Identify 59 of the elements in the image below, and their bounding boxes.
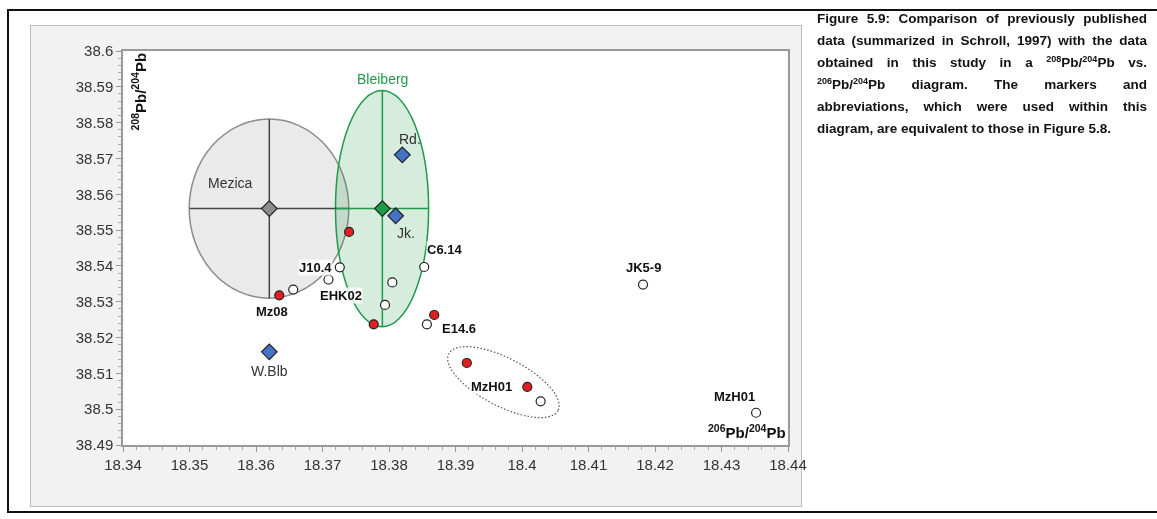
point	[323, 274, 334, 285]
x-tick-label: 18.37	[303, 455, 342, 473]
annotation: Mz08	[256, 304, 288, 319]
annotation: MzH01	[471, 379, 513, 394]
point	[368, 319, 379, 330]
x-tick-label: 18.4	[507, 455, 537, 473]
x-tick-label: 18.38	[370, 455, 408, 473]
y-tick-label: 38.54	[75, 257, 114, 275]
x-axis-title: $^{206}$Pb/$^{204}$Pb	[708, 422, 786, 442]
y-tick-label: 38.6	[84, 42, 114, 60]
y-tick-label: 38.57	[75, 149, 114, 167]
x-tick-label: 18.41	[569, 455, 608, 473]
point	[274, 290, 285, 301]
y-tick-label: 38.49	[75, 436, 114, 454]
x-tick-label: 18.42	[636, 455, 674, 473]
y-tick-label: 38.55	[75, 221, 114, 239]
point	[379, 299, 391, 311]
x-tick-label: 18.43	[702, 455, 741, 473]
y-tick-label: 38.51	[75, 364, 114, 382]
annotation: W.Blb	[251, 363, 288, 379]
x-tick-label: 18.39	[436, 455, 475, 473]
x-tick-label: 18.34	[104, 455, 142, 473]
annotation: EHK02	[320, 288, 362, 303]
y-tick-label: 38.58	[75, 113, 114, 131]
point	[334, 262, 345, 273]
y-tick-label: 38.53	[75, 292, 114, 310]
point	[260, 343, 278, 361]
point	[387, 277, 398, 288]
point	[637, 279, 649, 290]
text: Figure 5.9: Comparison of previously published data (summarized in Schroll, 1997) with the data obtained in this study in a $^{208}$Pb/$^{204}$Pb vs. $^{206}$Pb/$^{204}$Pb diagram. The markers and abbreviations, which were used within this diagram, are equivalent to those in Figure 5.8.	[817, 11, 1147, 136]
point	[373, 200, 391, 217]
point	[288, 284, 299, 295]
point	[750, 407, 762, 418]
y-tick-label: 38.59	[75, 78, 114, 96]
x-tick-label: 18.35	[170, 455, 209, 473]
x-tick-label: 18.36	[237, 455, 275, 473]
point	[429, 309, 440, 321]
annotation: C6.14	[427, 242, 463, 257]
point	[535, 396, 546, 407]
annotation: JK5-9	[626, 260, 662, 275]
y-tick-label: 38.5	[84, 400, 114, 418]
point	[522, 381, 533, 393]
annotation: MzH01	[714, 389, 756, 404]
annotation: J10.4	[299, 260, 333, 275]
point	[421, 319, 432, 330]
point	[393, 146, 411, 164]
y-tick-label: 38.52	[75, 328, 114, 346]
point	[387, 207, 405, 225]
annotation: Bleiberg	[357, 71, 409, 87]
x-tick-label: 18.44	[769, 455, 807, 473]
point	[344, 226, 355, 237]
y-tick-label: 38.56	[75, 185, 114, 203]
annotation: Jk.	[397, 225, 415, 241]
annotation: Mezica	[208, 175, 253, 191]
annotation: E14.6	[442, 321, 476, 336]
annotation: Rd.	[399, 131, 421, 147]
point	[419, 261, 430, 273]
point	[461, 357, 472, 369]
point	[260, 200, 278, 217]
